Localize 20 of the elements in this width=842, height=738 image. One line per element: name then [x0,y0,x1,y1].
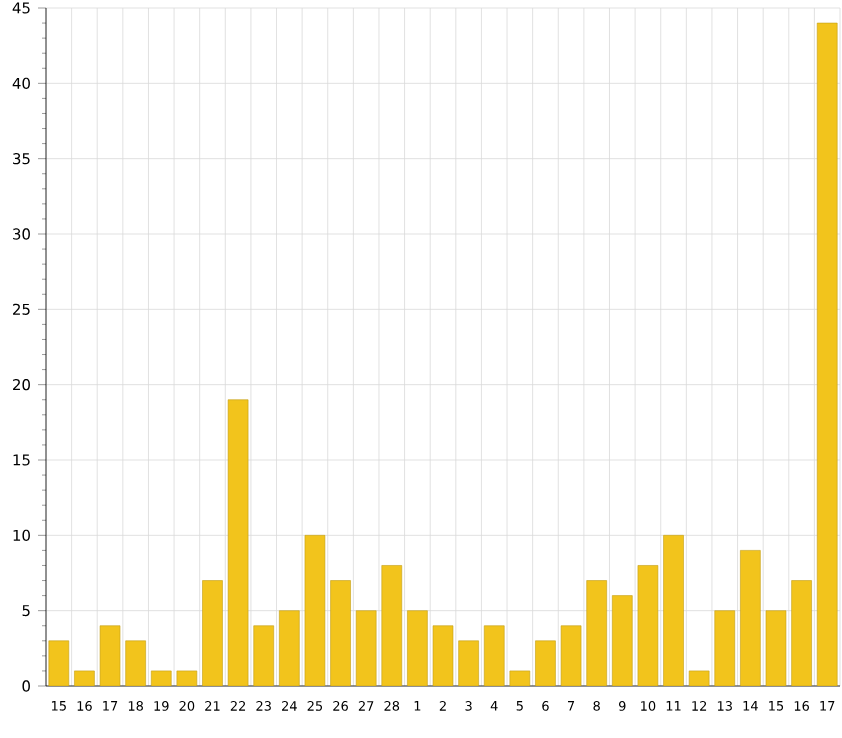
bar [125,640,146,686]
bar [253,625,274,686]
bar [202,580,223,686]
bar [330,580,351,686]
bar [535,640,556,686]
bar [663,535,684,686]
bar [612,595,633,686]
bar [816,22,838,686]
bar [740,550,761,686]
bar [791,580,812,686]
bar [48,640,69,686]
bar [714,610,736,686]
bar [227,399,249,686]
bar [355,610,377,686]
bar [483,625,505,686]
bar [586,580,607,686]
bar [407,610,428,686]
bar [381,565,403,686]
bar [279,610,300,686]
bar [458,640,479,686]
